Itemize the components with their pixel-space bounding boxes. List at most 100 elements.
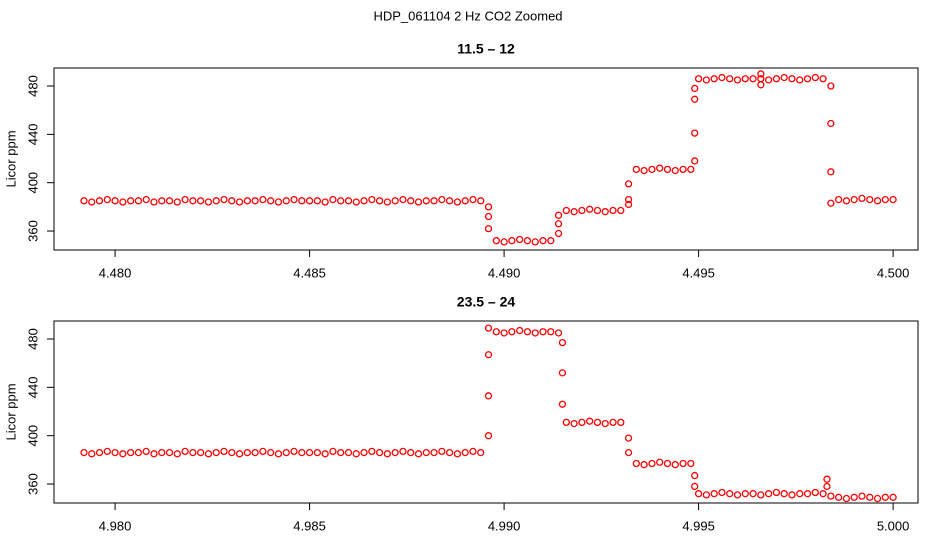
data-point	[554, 329, 563, 337]
data-point	[702, 491, 711, 499]
data-point	[796, 76, 804, 84]
data-point	[165, 197, 174, 205]
data-point	[422, 448, 430, 457]
data-point	[235, 198, 244, 206]
figure-title: HDP_061104 2 Hz CO2 Zoomed	[373, 8, 562, 23]
data-point	[150, 198, 158, 206]
x-tick-label: 4.995	[682, 518, 715, 533]
data-point	[126, 448, 135, 457]
data-point	[764, 76, 773, 84]
data-point	[352, 450, 360, 458]
data-point	[119, 450, 127, 458]
y-tick-label: 440	[25, 123, 40, 145]
data-point	[321, 198, 329, 206]
data-point	[243, 448, 251, 457]
data-point	[259, 195, 267, 204]
data-point	[554, 229, 563, 238]
data-point	[150, 450, 158, 458]
y-axis-label: Licor ppm	[3, 130, 18, 187]
data-point	[134, 197, 143, 205]
data-point	[842, 197, 851, 205]
data-point	[558, 338, 567, 347]
panel-title: 11.5 – 12	[457, 41, 515, 57]
data-point	[368, 447, 376, 456]
data-point	[142, 447, 150, 456]
data-point	[624, 448, 633, 457]
data-point	[259, 447, 267, 456]
data-point	[710, 75, 718, 83]
data-point	[282, 448, 290, 457]
data-point	[165, 448, 174, 457]
data-point	[842, 494, 851, 503]
data-point	[352, 198, 360, 206]
x-tick-label: 5.000	[877, 518, 910, 533]
data-point	[158, 197, 166, 205]
data-point	[733, 491, 742, 499]
data-point	[189, 197, 197, 205]
data-point	[593, 418, 602, 427]
x-tick-label: 4.980	[99, 518, 132, 533]
data-point	[290, 195, 298, 204]
data-point	[858, 194, 866, 203]
data-point	[181, 195, 189, 204]
data-point	[694, 490, 703, 498]
data-point	[803, 75, 812, 83]
x-tick-label: 4.490	[488, 265, 521, 280]
data-point	[251, 448, 259, 457]
data-point	[344, 448, 353, 457]
data-point	[430, 197, 438, 205]
data-point	[757, 70, 765, 78]
data-point	[671, 461, 679, 469]
data-point	[558, 369, 567, 377]
data-point	[718, 488, 726, 497]
data-point	[586, 205, 594, 213]
data-point	[554, 220, 563, 228]
y-tick-label: 400	[25, 425, 40, 447]
data-point	[873, 494, 882, 503]
data-point	[710, 490, 718, 498]
y-tick-label: 440	[25, 376, 40, 398]
data-point	[691, 95, 699, 103]
data-point	[691, 471, 699, 480]
data-point	[484, 203, 493, 211]
x-tick-label: 4.985	[293, 518, 326, 533]
data-point	[407, 197, 415, 205]
data-point	[757, 81, 765, 89]
data-point	[547, 328, 555, 336]
data-point	[197, 197, 205, 205]
data-point	[586, 417, 594, 425]
data-point	[780, 73, 788, 82]
data-point	[648, 459, 656, 468]
data-point	[889, 195, 897, 204]
data-point	[228, 448, 236, 457]
data-point	[531, 238, 539, 246]
data-point	[523, 237, 532, 245]
data-point	[344, 197, 353, 205]
data-point	[173, 198, 181, 206]
data-point	[632, 165, 641, 174]
data-point	[757, 75, 765, 83]
data-point	[80, 448, 88, 457]
data-point	[691, 157, 699, 165]
data-point	[235, 450, 244, 458]
data-point	[461, 448, 469, 457]
data-point	[126, 197, 135, 205]
data-point	[134, 448, 143, 457]
data-point	[617, 206, 625, 215]
data-point	[749, 490, 757, 498]
x-tick-label: 4.480	[99, 265, 132, 280]
data-point	[834, 195, 843, 204]
data-point	[438, 195, 446, 204]
data-point	[267, 448, 275, 457]
data-point	[103, 447, 111, 456]
data-point	[881, 195, 889, 204]
data-point	[691, 482, 699, 491]
data-point	[691, 129, 699, 137]
data-point	[531, 329, 539, 337]
data-point	[321, 450, 329, 458]
data-point	[461, 197, 469, 205]
data-point	[624, 200, 633, 209]
data-point	[484, 392, 493, 400]
data-point	[368, 195, 376, 204]
